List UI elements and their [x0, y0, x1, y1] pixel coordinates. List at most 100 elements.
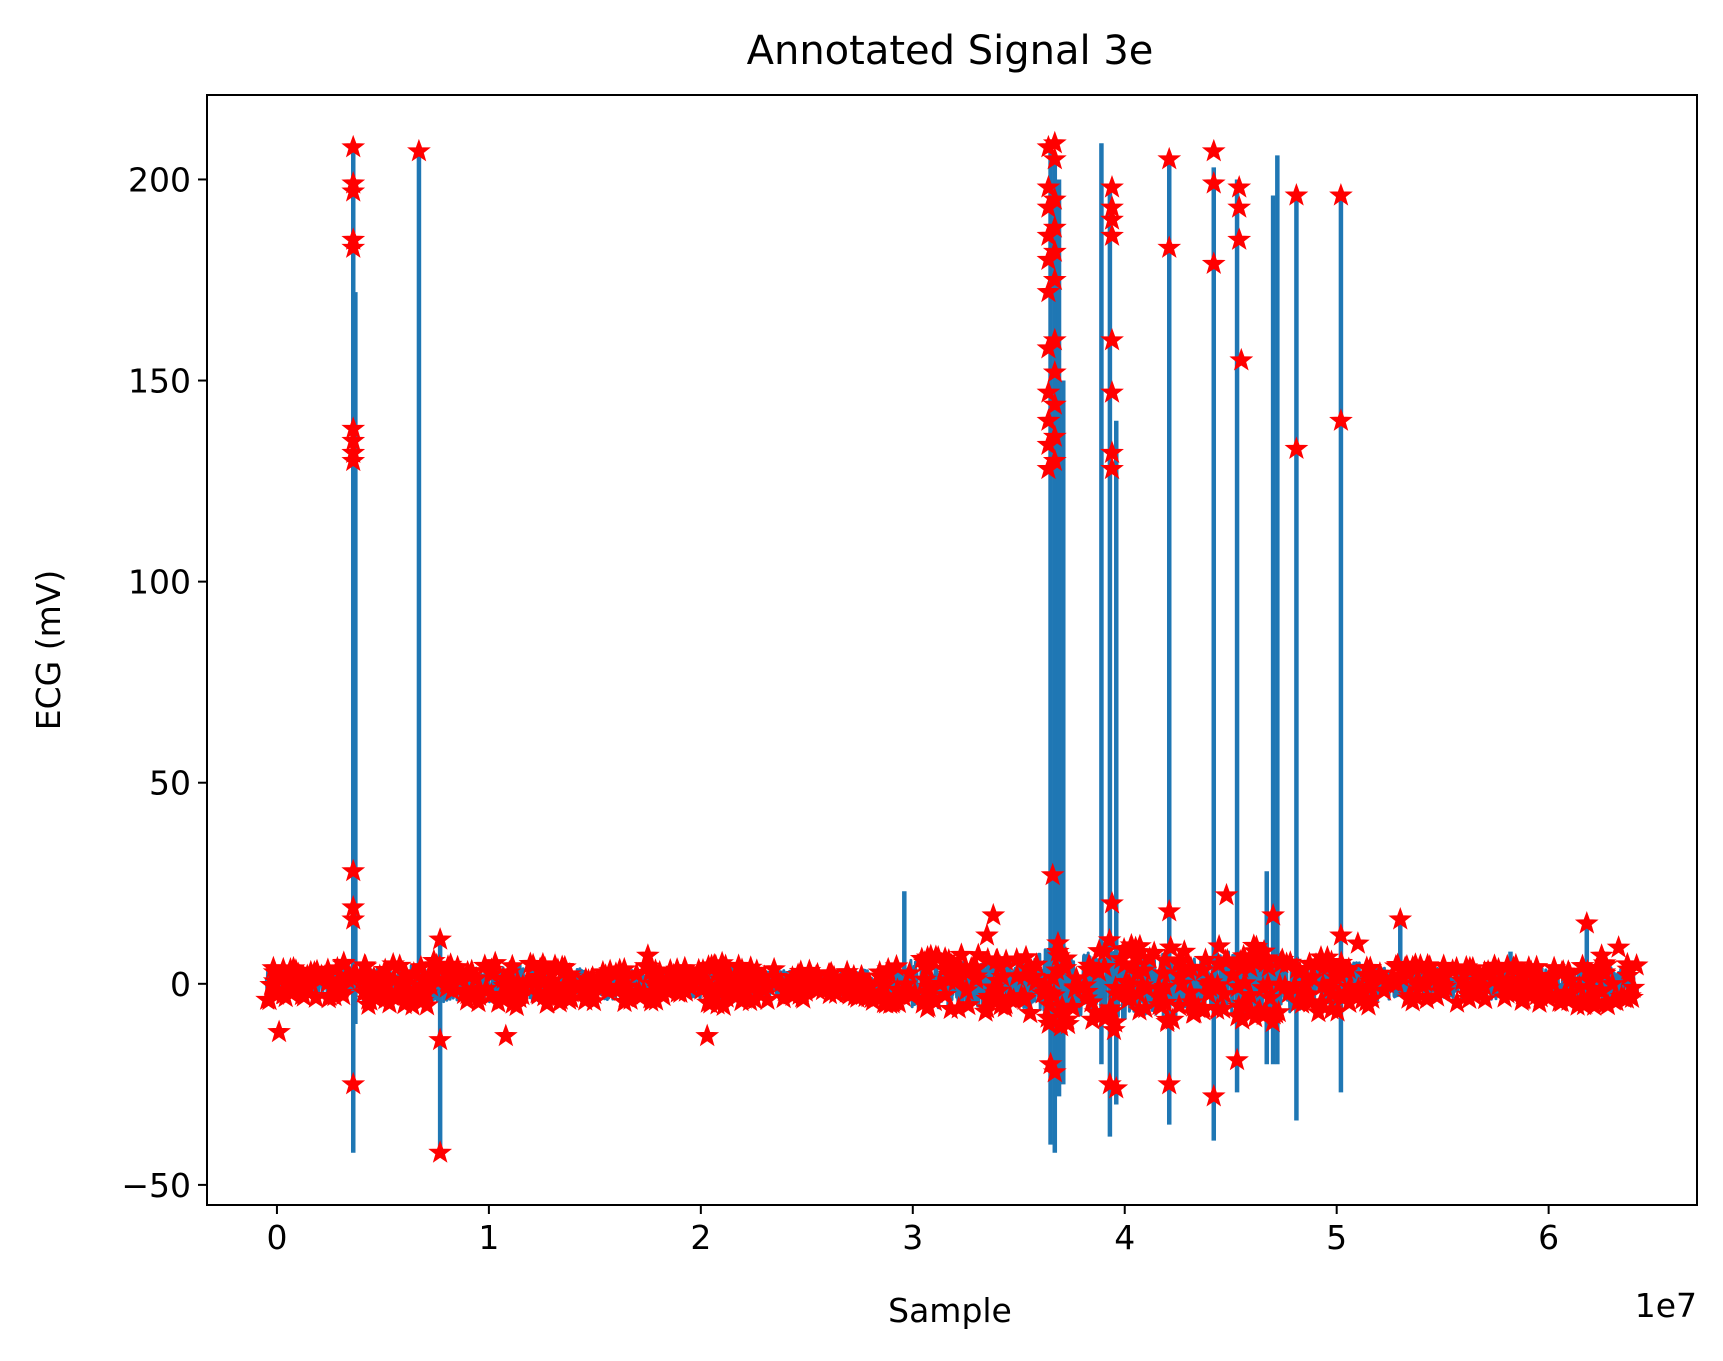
- annotation-marker: [1238, 982, 1263, 1006]
- annotation-marker: [329, 975, 354, 998]
- annotation-marker: [646, 976, 670, 999]
- annotation-marker: [1226, 974, 1250, 998]
- annotation-marker: [1320, 981, 1345, 1005]
- annotation-marker: [1104, 1075, 1129, 1099]
- annotation-marker: [988, 954, 1013, 977]
- annotation-marker: [933, 982, 957, 1006]
- annotation-marker: [1425, 984, 1449, 1007]
- annotation-marker: [1004, 946, 1029, 970]
- annotation-marker: [1444, 955, 1469, 979]
- annotation-marker: [593, 963, 618, 986]
- annotation-marker: [1612, 985, 1637, 1009]
- annotation-marker: [303, 985, 328, 1008]
- x-tick-label: 5: [1326, 1218, 1347, 1257]
- annotation-marker: [1157, 898, 1182, 922]
- annotation-marker: [981, 902, 1006, 926]
- annotation-marker: [861, 988, 885, 1011]
- annotation-marker: [1325, 999, 1350, 1022]
- annotation-marker: [1042, 146, 1067, 170]
- annotation-marker: [1400, 954, 1425, 978]
- annotation-marker: [255, 987, 279, 1010]
- annotation-marker: [1201, 138, 1226, 162]
- annotation-marker: [407, 138, 431, 162]
- annotation-marker: [467, 983, 491, 1006]
- annotation-marker: [835, 959, 860, 983]
- annotation-marker: [271, 956, 296, 980]
- annotation-marker: [1450, 968, 1475, 991]
- annotation-marker: [1167, 963, 1192, 986]
- annotation-marker: [480, 961, 505, 985]
- annotation-marker: [1300, 965, 1324, 988]
- annotation-marker: [1285, 989, 1310, 1013]
- annotation-marker: [1201, 251, 1226, 275]
- annotation-marker: [696, 990, 720, 1013]
- x-axis: 0 1 2 3 4 5 6: [266, 1205, 1559, 1257]
- annotation-marker: [726, 953, 751, 976]
- annotation-marker: [1153, 974, 1177, 997]
- annotation-marker: [483, 950, 508, 974]
- annotation-marker: [1252, 947, 1277, 970]
- annotation-marker: [1195, 971, 1220, 994]
- annotation-marker: [341, 179, 366, 202]
- annotation-marker: [1282, 973, 1307, 997]
- annotation-marker: [1019, 958, 1044, 981]
- annotation-marker: [916, 974, 941, 998]
- annotation-marker: [1054, 946, 1078, 969]
- annotation-marker: [1100, 380, 1124, 403]
- annotation-marker: [686, 957, 711, 981]
- annotation-marker: [1080, 956, 1105, 979]
- annotation-marker: [1042, 424, 1067, 447]
- annotation-marker: [628, 984, 652, 1007]
- annotation-marker: [871, 970, 895, 994]
- annotation-marker: [589, 974, 614, 998]
- annotation-marker: [1492, 985, 1517, 1008]
- annotation-marker: [1042, 239, 1067, 262]
- annotation-marker: [1157, 146, 1182, 170]
- annotation-marker: [1158, 935, 1183, 958]
- annotation-marker: [1100, 327, 1124, 351]
- annotation-marker: [1565, 993, 1590, 1016]
- annotation-marker: [1606, 935, 1631, 958]
- annotation-marker: [1621, 975, 1646, 998]
- annotation-marker: [695, 1023, 720, 1047]
- annotation-marker: [428, 1027, 453, 1051]
- chart-title: Annotated Signal 3e: [747, 28, 1154, 74]
- annotation-marker: [1040, 862, 1065, 886]
- annotation-marker: [427, 956, 452, 979]
- x-tick-label: 4: [1114, 1218, 1135, 1257]
- annotation-marker: [705, 960, 730, 984]
- annotation-marker: [1042, 359, 1067, 383]
- annotation-marker: [886, 990, 911, 1014]
- annotation-marker: [806, 975, 831, 999]
- annotation-marker: [1092, 954, 1117, 978]
- annotation-marker: [1225, 1047, 1249, 1071]
- annotation-marker: [1417, 954, 1442, 977]
- annotation-marker: [981, 975, 1006, 998]
- y-axis-title: ECG (mV): [29, 570, 68, 730]
- annotation-marker: [1112, 936, 1136, 960]
- annotation-marker: [1042, 267, 1067, 291]
- annotation-marker: [341, 858, 366, 882]
- annotation-marker: [1157, 235, 1182, 258]
- x-tick-label: 6: [1538, 1218, 1559, 1257]
- annotation-marker: [1036, 380, 1061, 403]
- annotation-marker: [1495, 968, 1520, 992]
- annotation-marker: [954, 977, 979, 1001]
- annotation-marker: [1616, 963, 1640, 987]
- annotation-marker: [551, 977, 576, 1001]
- annotation-marker: [341, 1071, 366, 1095]
- x-tick-label: 2: [690, 1218, 711, 1257]
- annotation-marker: [1268, 950, 1293, 973]
- annotation-marker: [939, 952, 964, 976]
- annotation-marker: [762, 956, 786, 980]
- annotation-marker: [1042, 327, 1067, 351]
- annotation-marker: [1087, 938, 1111, 962]
- annotation-marker: [1214, 882, 1239, 906]
- annotation-marker: [341, 448, 366, 472]
- annotation-marker: [902, 980, 927, 1004]
- annotation-marker: [756, 974, 781, 998]
- plot-area: [255, 130, 1649, 1163]
- x-axis-offset-label: 1e7: [1635, 1286, 1697, 1325]
- annotation-marker: [325, 955, 350, 979]
